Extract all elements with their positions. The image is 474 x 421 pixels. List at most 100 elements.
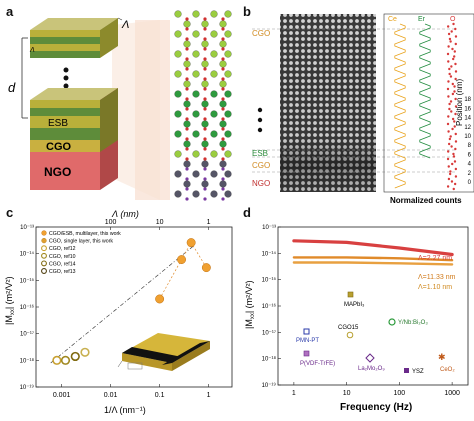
c-ytick: 10⁻¹⁵ [20,277,35,284]
profile-ytick: 2 [468,171,472,177]
c-legend-item: CGO, ref13 [49,269,76,275]
c-legend: CGO/ESB, multilayer, this work CGO, singl… [41,230,121,275]
profile-ytick: 14 [464,116,471,122]
panel-d: d 1 10 100 1000 10⁻¹³ 10⁻¹⁴ 10⁻¹⁵ 10⁻¹⁶ 10⁻¹⁷ 10… [240,205,474,416]
d-curve [292,256,454,262]
device-inset [117,333,210,371]
d-ylabel-unit: | (m²/V²) [244,280,254,313]
c-point-multilayer [155,294,165,304]
svg-text:PMN-PT: PMN-PT [296,338,319,344]
d-ref-pmnpt: PMN-PT [296,328,319,344]
d-xtick: 100 [394,390,406,397]
d-curve [292,261,454,266]
d-xtick: 1000 [444,390,460,397]
profile-ytick: 16 [464,106,471,112]
legend-o: O [450,16,456,23]
side-label-cgo-top: CGO [252,29,270,38]
panel-b-label: b [243,4,251,19]
d-ylabel-sub: xx [250,313,256,319]
c-xtick: 0.001 [53,392,71,399]
d-xtick: 1 [292,390,296,397]
profile-xlabel: Normalized counts [390,196,462,205]
d-ref-ynb: Y/Nb:Bi₂O₃ [388,318,428,326]
c-legend-item: CGO/ESB, multilayer, this work [49,231,121,237]
d-ref-mapbi3: MAPbI₃ [344,291,365,308]
profile-ytick: 18 [464,97,471,103]
side-label-esb: ESB [252,149,268,158]
svg-text:✱: ✱ [438,352,446,362]
d-curve [292,239,454,257]
c-top-tick: 10 [156,219,164,226]
d-ytick: 10⁻¹⁹ [262,382,277,389]
c-ylabel-sub: xx [10,309,16,315]
c-legend-item: CGO, ref10 [49,254,76,260]
profile-ytick: 0 [468,180,472,186]
svg-text:CeO₂: CeO₂ [440,367,455,373]
svg-text:|Mxx| (m²/V²): |Mxx| (m²/V²) [4,276,16,325]
d-ytick: 10⁻¹⁵ [262,277,277,284]
c-ytick: 10⁻¹⁶ [20,304,35,311]
profile-ytick: 8 [468,143,472,149]
profile-ytick: 4 [468,162,472,168]
c-ylabel-unit: | (m²/V²) [4,276,14,309]
svg-text:YSZ: YSZ [412,369,424,375]
c-point-multilayer [177,255,186,265]
legend-er: Er [418,16,426,23]
d-ytick: 10⁻¹⁸ [262,356,277,363]
panel-d-label: d [243,205,251,220]
d-xlabel: Frequency (Hz) [340,402,412,413]
d-ytick: 10⁻¹³ [262,225,276,231]
bottom-stack [30,88,118,190]
c-top-tick: 1 [207,219,211,226]
svg-text:Λ: Λ [29,47,35,54]
d-curve-label-1: Λ=11.33 nm [418,274,456,281]
d-ytick: 10⁻¹⁴ [262,250,277,257]
chart-d: 1 10 100 1000 10⁻¹³ 10⁻¹⁴ 10⁻¹⁵ 10⁻¹⁶ 10⁻¹⁷ 10⁻¹… [244,225,469,413]
c-point-multilayer [201,263,211,273]
c-top-axis-label: Λ (nm) [111,209,139,219]
multilayer-schematic: Λ Λ d ESB CGO NGO [8,8,232,203]
svg-text:MAPbI₃: MAPbI₃ [344,302,365,308]
c-xtick: 0.1 [155,392,165,399]
d-ref-cgo15: CGO15 [338,325,359,339]
panel-b: b CGO ESB CGO NGO [240,0,474,205]
panel-c: c Λ (nm) 100 10 1 0.001 0.01 0.1 1 10⁻¹³ 10⁻¹⁴… [0,205,240,416]
c-ytick: 10⁻¹⁷ [20,331,34,338]
c-legend-item: CGO, ref14 [49,261,76,267]
c-ytick: 10⁻¹⁹ [20,384,35,391]
top-stack [30,18,118,58]
c-ylabel: |M [4,315,14,325]
layer-ngo: NGO [44,165,71,179]
panel-c-label: c [6,205,14,220]
c-point-singlelayer [60,355,71,365]
d-ytick: 10⁻¹⁶ [262,303,277,310]
d-ref-pvdf: P(VDF-TrFE) [300,350,335,367]
d-xtick: 10 [343,390,351,397]
side-label-ngo: NGO [252,179,270,188]
profile-ytick: 6 [468,152,472,158]
c-ytick: 10⁻¹⁴ [20,251,35,258]
c-point-multilayer [186,238,196,248]
svg-text:CGO15: CGO15 [338,325,359,331]
panel-a: a Λ Λ d [0,0,240,205]
svg-text:P(VDF-TrFE): P(VDF-TrFE) [300,361,335,367]
svg-text:La₂Mo₂O₉: La₂Mo₂O₉ [358,366,385,372]
c-point-singlelayer [70,351,80,362]
c-point-singlelayer [80,347,90,357]
d-ylabel: |M [244,319,254,329]
stem-and-profile: CGO ESB CGO NGO Ce Er O 024681012141618 … [252,13,474,205]
d-label: d [8,80,16,95]
layer-esb: ESB [48,118,68,129]
d-ref-ceo2: ✱ CeO₂ [438,352,455,373]
atom-structure [170,8,232,203]
c-legend-item: CGO, single layer, this work [49,239,113,245]
d-ytick: 10⁻¹⁷ [262,329,276,336]
side-label-cgo: CGO [252,161,270,170]
legend-ce: Ce [388,16,397,23]
c-ytick: 10⁻¹³ [20,225,34,231]
c-xtick: 1 [207,392,211,399]
d-ref-lamo: La₂Mo₂O₉ [358,353,385,372]
profile-ytick: 10 [464,134,471,140]
lambda-label: Λ [121,19,129,31]
chart-c: Λ (nm) 100 10 1 0.001 0.01 0.1 1 10⁻¹³ 10⁻¹⁴ 10… [4,209,233,415]
